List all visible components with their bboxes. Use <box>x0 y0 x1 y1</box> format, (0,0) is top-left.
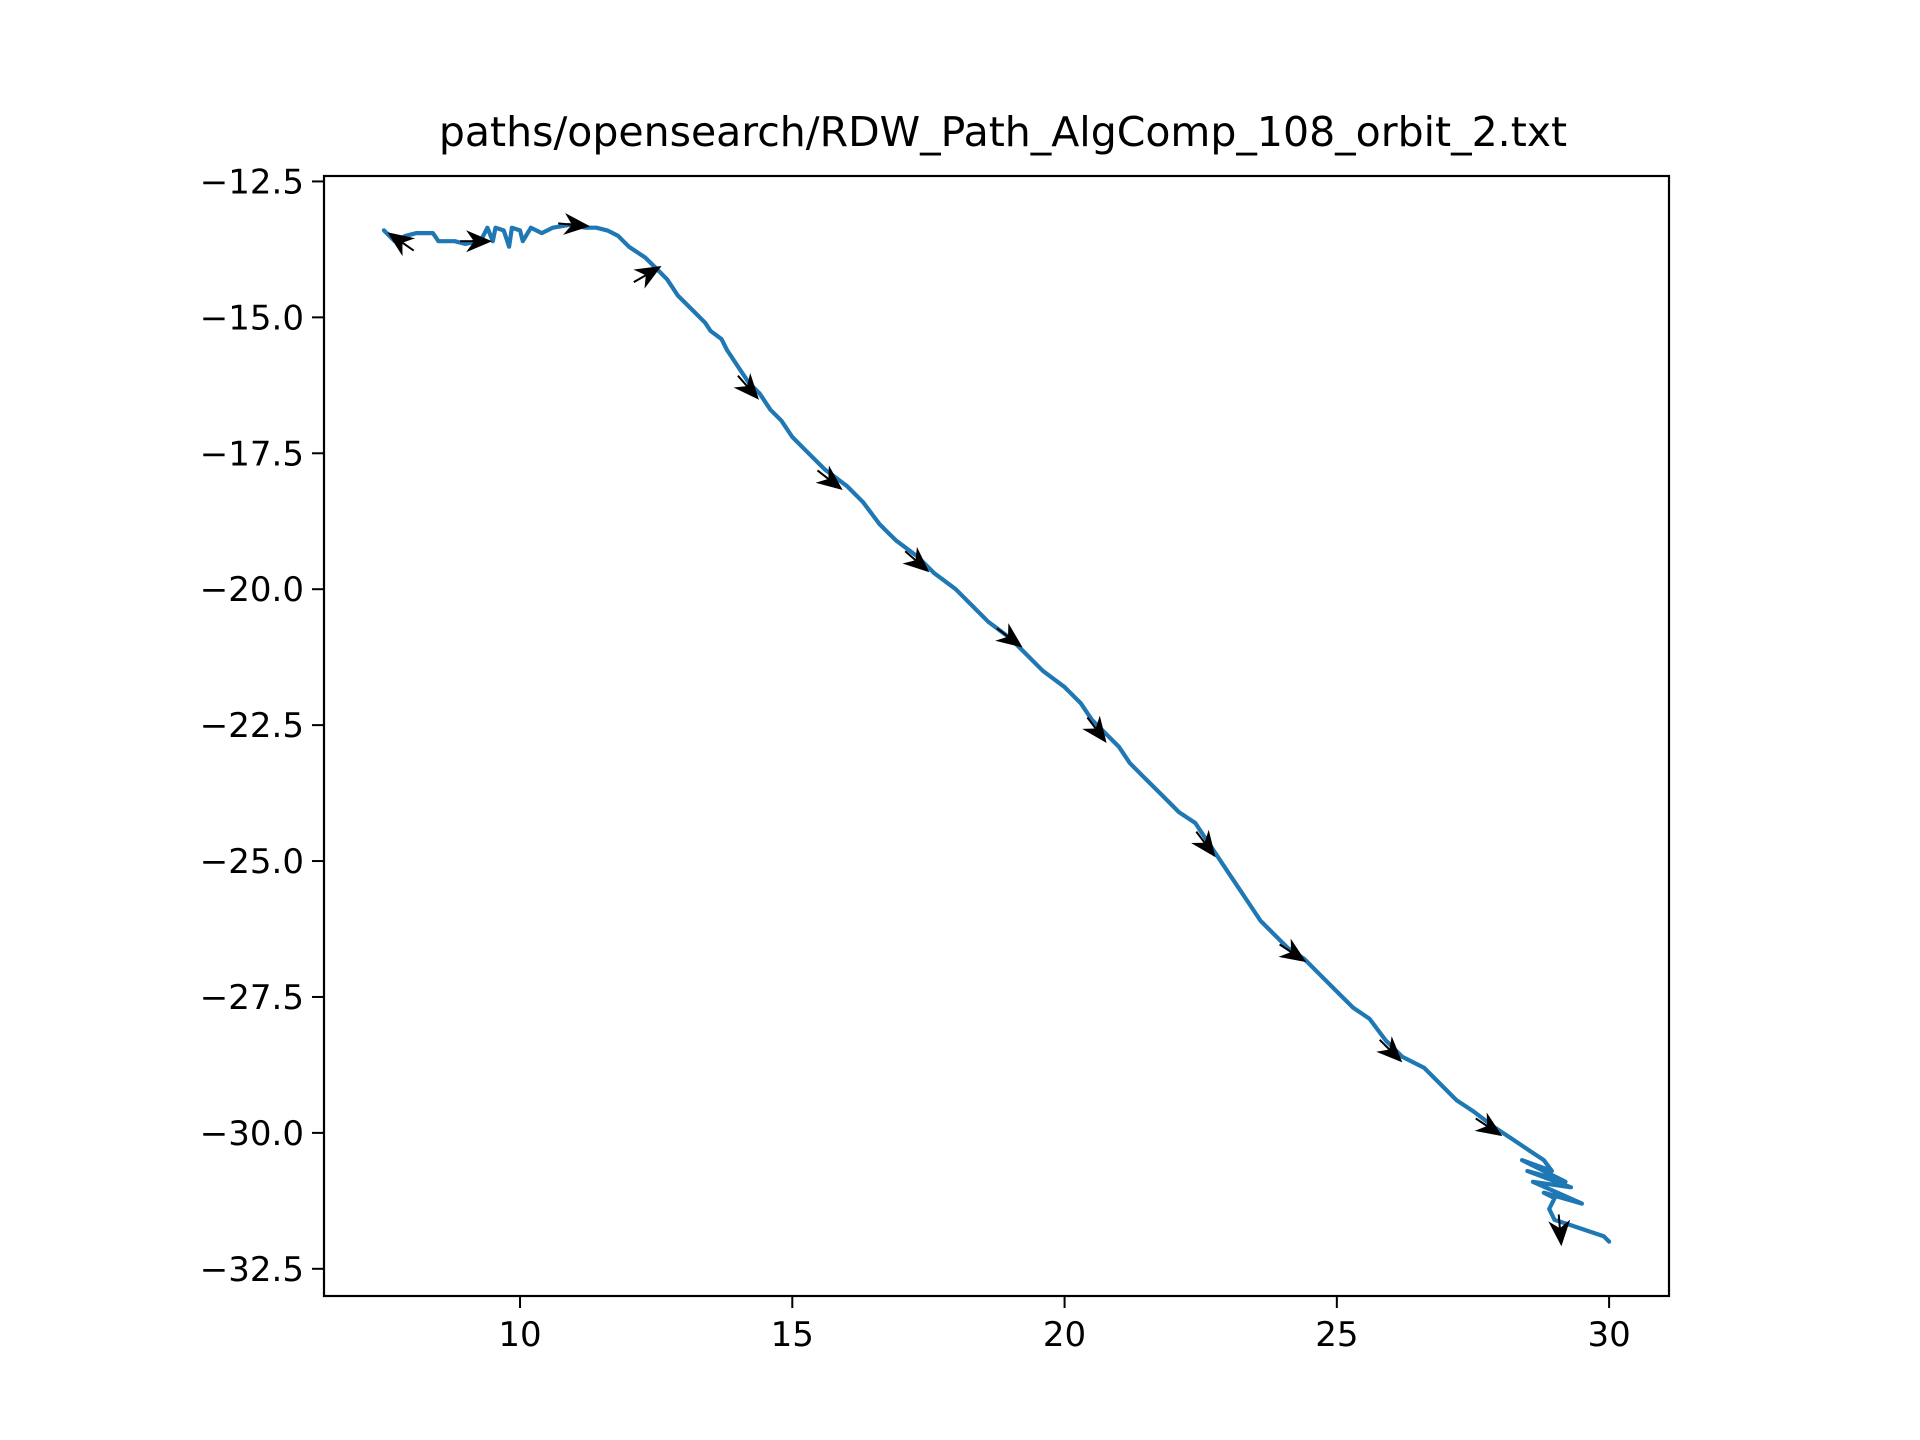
direction-arrow-shaft <box>904 550 917 562</box>
direction-arrow-shaft <box>401 241 415 252</box>
direction-arrow-shaft <box>816 469 830 480</box>
direction-arrow-shaft <box>1475 1117 1488 1127</box>
y-tick-label: −12.5 <box>200 162 304 202</box>
y-tick-label: −32.5 <box>200 1250 304 1290</box>
direction-arrow <box>466 230 493 253</box>
x-tick-label: 15 <box>771 1315 814 1355</box>
direction-arrow <box>563 213 590 235</box>
direction-arrow-shaft <box>1378 1039 1391 1051</box>
y-tick-label: −22.5 <box>200 706 304 746</box>
direction-arrow <box>815 465 843 490</box>
direction-arrow <box>387 232 416 257</box>
y-axis: −12.5 −15.0 −17.5 −20.0 −22.5 −25.0 −27.5 −30.0… <box>200 162 324 1290</box>
direction-arrow-shaft <box>1279 943 1292 953</box>
y-tick-label: −25.0 <box>200 842 304 882</box>
direction-arrow <box>1474 1112 1503 1137</box>
y-tick-label: −20.0 <box>200 570 304 610</box>
y-tick-label: −15.0 <box>200 298 304 338</box>
arrow-layer <box>387 213 1571 1247</box>
x-tick-label: 10 <box>498 1315 541 1355</box>
direction-arrow <box>995 623 1023 648</box>
x-tick-label: 30 <box>1587 1315 1630 1355</box>
direction-arrow-shaft <box>558 222 572 226</box>
plot-frame <box>322 174 1671 1298</box>
x-tick-label: 20 <box>1043 1315 1086 1355</box>
y-tick-label: −17.5 <box>200 434 304 474</box>
direction-arrow <box>1082 715 1107 743</box>
direction-arrow-shaft <box>996 627 1009 638</box>
direction-arrow <box>1191 829 1216 858</box>
chart-title: paths/opensearch/RDW_Path_AlgComp_108_or… <box>439 108 1567 156</box>
direction-arrow <box>1278 938 1307 963</box>
direction-arrow-shaft <box>1557 1214 1561 1229</box>
series-line-path <box>381 222 1612 1244</box>
y-tick-label: −27.5 <box>200 978 304 1018</box>
y-tick-label: −30.0 <box>200 1114 304 1154</box>
direction-arrow <box>633 266 662 289</box>
direction-arrow <box>1548 1219 1571 1247</box>
direction-arrow <box>1376 1036 1403 1063</box>
x-axis: 10 15 20 25 30 <box>498 1296 1631 1355</box>
direction-arrow-shaft <box>737 375 748 387</box>
direction-arrow-shaft <box>1086 716 1097 730</box>
x-tick-label: 25 <box>1315 1315 1358 1355</box>
direction-arrow-shaft <box>633 274 647 283</box>
series-layer <box>381 222 1612 1244</box>
direction-arrow-shaft <box>1195 831 1206 844</box>
